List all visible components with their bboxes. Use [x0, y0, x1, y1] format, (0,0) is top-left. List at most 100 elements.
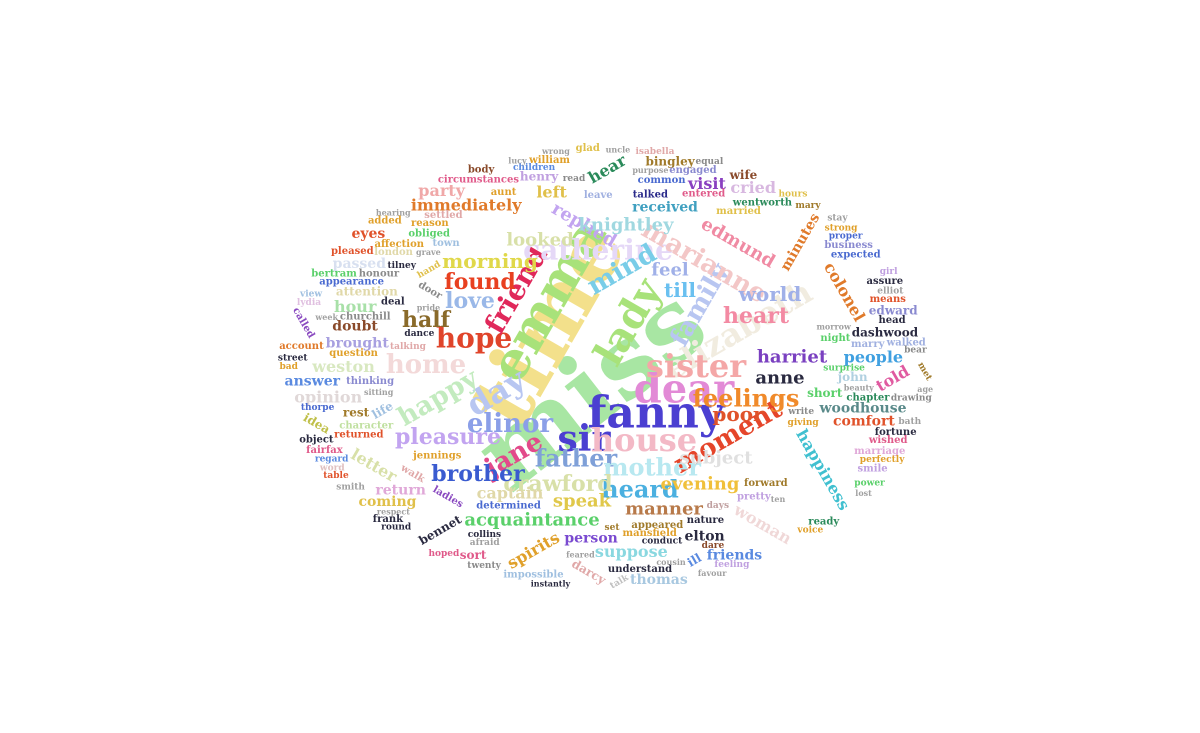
cloud-word: talking: [390, 342, 427, 352]
cloud-word: appearance: [319, 277, 384, 288]
cloud-word: pleased: [331, 246, 374, 257]
cloud-word: pretty: [737, 492, 772, 503]
cloud-word: expected: [831, 250, 881, 261]
cloud-word: affection: [375, 239, 425, 250]
cloud-word: elliot: [877, 287, 904, 297]
cloud-word: comfort: [833, 414, 895, 430]
cloud-word: dear: [634, 366, 735, 413]
cloud-word: hours: [779, 189, 808, 199]
cloud-word: bad: [279, 362, 298, 372]
cloud-word: word: [319, 464, 345, 474]
cloud-word: woodhouse: [818, 401, 906, 417]
cloud-word: hear: [585, 150, 630, 187]
cloud-word: proper: [829, 231, 863, 241]
cloud-word: body: [468, 165, 496, 176]
cloud-word: table: [323, 471, 349, 481]
cloud-word: answer: [285, 374, 341, 390]
cloud-word: tilney: [387, 261, 416, 271]
cloud-word: regard: [315, 454, 349, 464]
cloud-word: left: [536, 182, 567, 201]
cloud-word: looked: [506, 230, 574, 251]
cloud-word: purpose: [632, 165, 668, 175]
cloud-word: girl: [880, 267, 898, 277]
cloud-word: lydia: [297, 298, 321, 308]
cloud-word: subject: [679, 448, 753, 469]
cloud-word: spirits: [504, 528, 563, 573]
cloud-word: called: [290, 306, 316, 341]
cloud-word: morning: [442, 249, 538, 273]
cloud-word: returned: [334, 429, 383, 440]
cloud-word: ladies: [431, 484, 465, 510]
cloud-word: happiness: [792, 426, 854, 514]
cloud-word: edward: [869, 304, 918, 318]
cloud-word: talked: [633, 190, 668, 201]
cloud-word: suppose: [595, 542, 668, 561]
cloud-word: manner: [625, 499, 703, 520]
cloud-word: friends: [707, 547, 763, 563]
cloud-word: person: [564, 530, 617, 546]
cloud-word: short: [807, 386, 843, 400]
cloud-word: glad: [576, 143, 600, 154]
cloud-word: round: [381, 522, 412, 532]
cloud-word: giving: [788, 418, 820, 428]
cloud-word: stay: [827, 214, 848, 224]
cloud-word: instantly: [531, 578, 571, 588]
cloud-word: respect: [377, 506, 410, 516]
cloud-word: knightley: [578, 215, 674, 236]
cloud-word: perfectly: [860, 455, 905, 465]
cloud-word: bingley: [645, 155, 695, 169]
cloud-word: wished: [868, 435, 908, 446]
cloud-word: understand: [608, 564, 672, 575]
cloud-word: feelings: [693, 384, 800, 413]
cloud-word: drawing: [891, 393, 933, 403]
cloud-word: woman: [730, 500, 796, 549]
cloud-word: sir: [558, 418, 612, 460]
cloud-word: feeling: [714, 560, 750, 570]
cloud-word: collins: [468, 530, 501, 540]
cloud-word: bear: [904, 346, 927, 356]
cloud-word: ten: [771, 494, 786, 504]
cloud-word: hour: [334, 297, 377, 316]
cloud-word: character: [339, 421, 394, 432]
cloud-word: wife: [729, 168, 758, 182]
cloud-word: week: [314, 312, 338, 322]
cloud-word: hoped: [428, 549, 460, 559]
cloud-word: lucy: [508, 156, 527, 166]
cloud-word: nature: [687, 515, 724, 526]
cloud-word: weston: [311, 357, 375, 376]
cloud-word: set: [605, 523, 621, 533]
cloud-word: mary: [795, 201, 821, 211]
cloud-word: pleasure: [395, 424, 501, 450]
cloud-word: smith: [336, 482, 365, 492]
cloud-word: brought: [326, 335, 390, 351]
cloud-word: morrow: [816, 321, 852, 331]
cloud-word: hand: [416, 259, 443, 281]
cloud-word: added: [368, 215, 402, 226]
cloud-word: anne: [755, 368, 804, 389]
cloud-word: twenty: [467, 561, 501, 571]
cloud-word: object: [299, 435, 334, 446]
cloud-word: ill: [685, 550, 704, 569]
cloud-word: london: [374, 247, 413, 258]
cloud-word: doubt: [332, 319, 378, 335]
cloud-word: opinion: [294, 388, 362, 407]
cloud-word: equal: [695, 157, 723, 167]
cloud-word: attention: [336, 284, 398, 298]
cloud-word: beauty: [844, 382, 874, 392]
cloud-word: received: [632, 200, 698, 216]
cloud-word: captain: [477, 484, 544, 503]
cloud-word: pride: [417, 302, 441, 312]
cloud-word: mansfield: [623, 528, 677, 539]
cloud-word: voice: [796, 526, 823, 536]
cloud-word: jennings: [412, 451, 462, 462]
cloud-word: read: [563, 174, 586, 184]
cloud-word: assure: [867, 276, 904, 287]
cloud-word: life: [370, 399, 396, 422]
cloud-word: hope: [436, 322, 512, 355]
cloud-word: cousin: [656, 557, 686, 567]
cloud-word: people: [844, 348, 903, 367]
cloud-word: harriet: [757, 347, 828, 368]
cloud-word: appeared: [631, 520, 683, 531]
cloud-word: cried: [730, 178, 776, 197]
